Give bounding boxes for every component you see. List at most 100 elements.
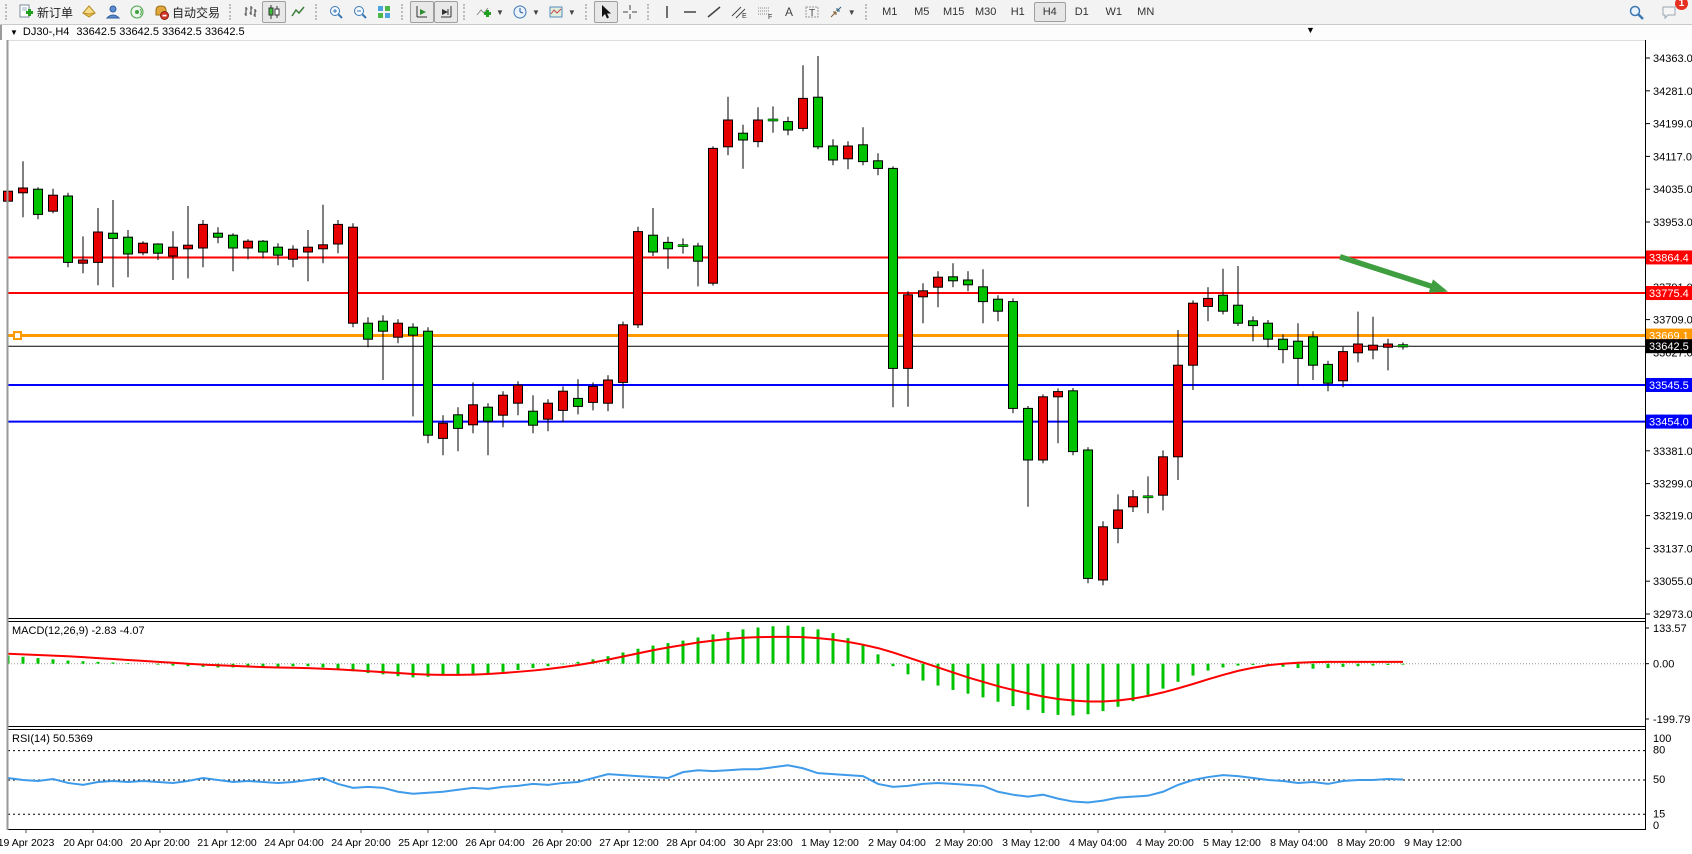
candle (693, 242, 703, 287)
price-tick-label: 34281.0 (1653, 86, 1692, 98)
timeframe-m15[interactable]: M15 (943, 6, 965, 18)
tile-windows-button[interactable] (372, 1, 396, 23)
text-label-button[interactable]: T (800, 1, 824, 23)
candle (1053, 388, 1063, 444)
price-tick-label: 34199.0 (1653, 119, 1692, 131)
candle (63, 192, 73, 268)
auto-scroll-button[interactable] (434, 1, 459, 23)
price-tick-label: 34117.0 (1653, 151, 1692, 163)
tile-windows-icon (376, 4, 392, 20)
candle (843, 141, 853, 170)
toolbar-grip (401, 4, 406, 20)
candle (138, 241, 148, 256)
macd-signal-line (7, 635, 1403, 703)
candle (1142, 476, 1154, 514)
candle (123, 230, 133, 278)
timeframe-w1[interactable]: W1 (1105, 6, 1122, 18)
price-tick-label: 33137.0 (1653, 543, 1692, 555)
timeframe-h4[interactable]: H4 (1033, 2, 1066, 22)
candle (603, 375, 613, 412)
macd-scale-label: 133.57 (1653, 623, 1687, 635)
svg-text:F: F (768, 14, 772, 20)
chat-button[interactable]: 1 (1657, 0, 1688, 23)
chart-shift-icon (414, 4, 430, 20)
profile-button[interactable] (101, 1, 125, 23)
search-button[interactable] (1624, 1, 1649, 23)
rsi-line (7, 764, 1404, 804)
auto-trading-button[interactable]: 自动交易 (149, 1, 224, 23)
periods-button[interactable]: ▼ (508, 1, 544, 23)
trend-arrow[interactable] (1339, 254, 1436, 290)
candle (1038, 394, 1048, 464)
price-line-tag-text: 33642.5 (1649, 341, 1689, 353)
arrows-button[interactable]: ▼ (824, 1, 860, 23)
candle (78, 236, 88, 274)
time-axis-label: 28 Apr 04:00 (666, 837, 726, 849)
candle (903, 291, 913, 407)
candle (1248, 316, 1258, 342)
toolbar-grip (315, 4, 320, 20)
collapse-triangle-icon[interactable]: ▼ (10, 27, 18, 37)
candle (108, 200, 118, 288)
candle (498, 391, 508, 428)
metaeditor-icon (81, 4, 97, 20)
timeframe-h1[interactable]: H1 (1010, 6, 1025, 18)
indicators-button[interactable]: ▼ (472, 1, 508, 23)
time-axis-label: 2 May 04:00 (868, 837, 926, 849)
candle (978, 269, 988, 324)
cursor-button[interactable] (593, 1, 618, 23)
chevron-down-icon: ▼ (847, 7, 856, 17)
timeframe-m1[interactable]: M1 (882, 6, 898, 18)
svg-text:E: E (742, 13, 747, 20)
chevron-down-icon: ▼ (496, 7, 504, 17)
crosshair-button[interactable] (618, 1, 642, 23)
candle (363, 317, 373, 348)
candle (228, 233, 238, 272)
chart-shift-button[interactable] (410, 1, 435, 23)
new-order-button[interactable]: 新订单 (14, 1, 77, 23)
candle (213, 227, 223, 244)
channel-icon: E (730, 4, 748, 20)
price-line-tag-text: 33545.5 (1649, 380, 1689, 392)
bar-chart-button[interactable] (238, 1, 262, 23)
timeframe-mn[interactable]: MN (1137, 6, 1155, 18)
horizontal-line-icon (682, 4, 698, 20)
chat-icon (1661, 4, 1678, 20)
timeframe-m30[interactable]: M30 (975, 6, 997, 18)
candle (1218, 268, 1228, 315)
candle (168, 231, 178, 280)
candle (1158, 450, 1168, 511)
trend-arrow-head[interactable] (1428, 279, 1448, 293)
macd-histogram (6, 625, 1405, 716)
toolbar-grip (646, 4, 652, 20)
time-axis-label: 4 May 04:00 (1069, 837, 1127, 849)
new-order-label: 新订单 (37, 5, 74, 20)
rsi-scale-label: 80 (1653, 745, 1665, 757)
templates-button[interactable]: ▼ (544, 1, 580, 23)
zoom-in-button[interactable] (324, 1, 348, 23)
candle (573, 379, 583, 415)
signal-icon (129, 4, 145, 20)
chart-corner-caret-icon[interactable]: ▼ (1306, 25, 1315, 35)
toolbar-grip (5, 4, 10, 20)
price-tick-label: 32973.0 (1653, 609, 1692, 621)
candle (618, 321, 628, 409)
timeframe-d1[interactable]: D1 (1074, 6, 1089, 18)
vertical-line-button[interactable] (656, 1, 678, 23)
line-chart-button[interactable] (286, 1, 310, 23)
time-axis-label: 8 May 20:00 (1337, 837, 1395, 849)
zoom-out-button[interactable] (348, 1, 372, 23)
signal-button[interactable] (125, 1, 149, 23)
trendline-button[interactable] (702, 1, 726, 23)
price-line-tag (1646, 378, 1692, 392)
text-button[interactable]: A (778, 1, 800, 23)
metaeditor-button[interactable] (77, 1, 101, 23)
macd-scale-label: -199.79 (1653, 714, 1690, 726)
fibonacci-button[interactable]: F (752, 1, 778, 23)
candle (408, 323, 418, 417)
line-handle[interactable] (13, 331, 22, 341)
timeframe-m5[interactable]: M5 (914, 6, 930, 18)
channel-button[interactable]: E (726, 1, 752, 23)
candlestick-chart-button[interactable] (262, 1, 287, 23)
horizontal-line-button[interactable] (678, 1, 702, 23)
